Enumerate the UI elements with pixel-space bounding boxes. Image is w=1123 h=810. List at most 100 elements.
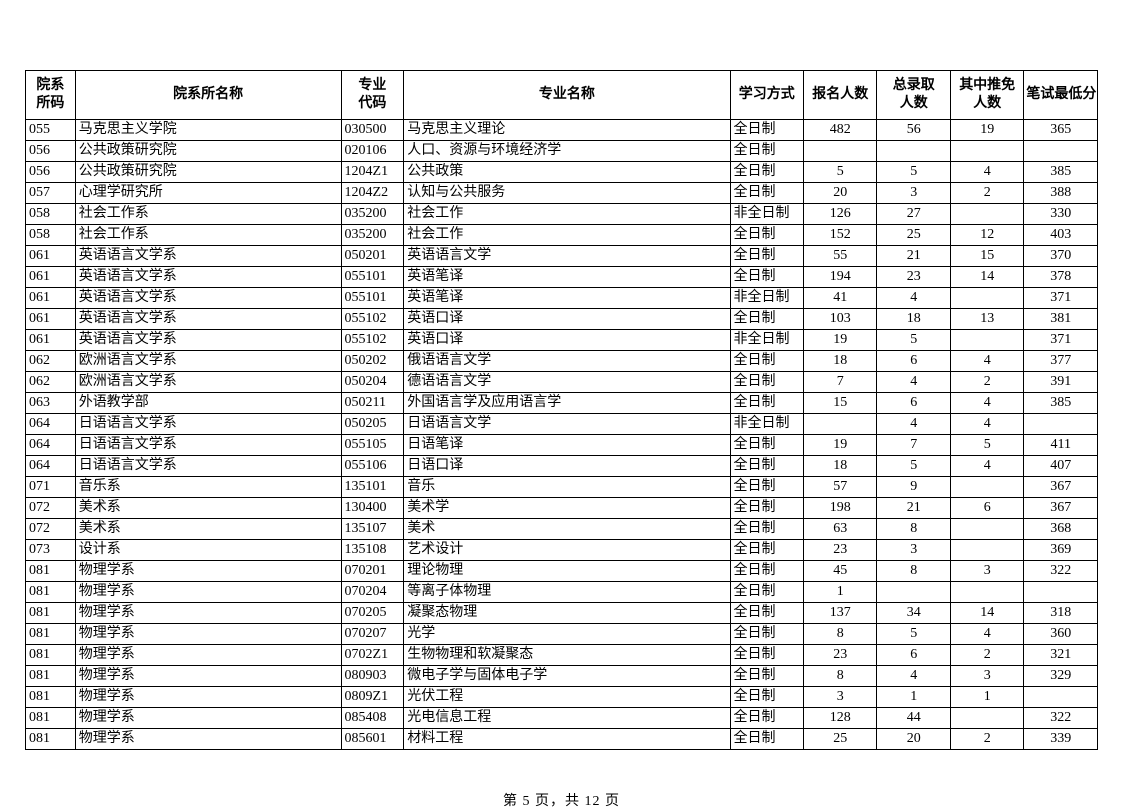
cell-29-3: 材料工程: [404, 729, 730, 750]
cell-12-6: 4: [877, 372, 950, 393]
cell-6-4: 全日制: [730, 246, 803, 267]
cell-24-2: 070207: [341, 624, 404, 645]
table-row: 072美术系135107美术全日制638368: [26, 519, 1098, 540]
cell-27-3: 光伏工程: [404, 687, 730, 708]
cell-3-6: 3: [877, 183, 950, 204]
cell-12-3: 德语语言文学: [404, 372, 730, 393]
cell-8-1: 英语语言文学系: [75, 288, 341, 309]
cell-8-7: [950, 288, 1023, 309]
cell-16-6: 5: [877, 456, 950, 477]
cell-25-3: 生物物理和软凝聚态: [404, 645, 730, 666]
cell-25-2: 0702Z1: [341, 645, 404, 666]
cell-11-5: 18: [804, 351, 877, 372]
table-row: 081物理学系070205凝聚态物理全日制1373414318: [26, 603, 1098, 624]
cell-6-8: 370: [1024, 246, 1098, 267]
cell-21-1: 物理学系: [75, 561, 341, 582]
cell-26-1: 物理学系: [75, 666, 341, 687]
cell-17-6: 9: [877, 477, 950, 498]
cell-16-1: 日语语言文学系: [75, 456, 341, 477]
cell-24-7: 4: [950, 624, 1023, 645]
cell-5-4: 全日制: [730, 225, 803, 246]
cell-5-7: 12: [950, 225, 1023, 246]
table-row: 061英语语言文学系055101英语笔译全日制1942314378: [26, 267, 1098, 288]
cell-19-2: 135107: [341, 519, 404, 540]
table-row: 061英语语言文学系055102英语口译全日制1031813381: [26, 309, 1098, 330]
cell-1-2: 020106: [341, 141, 404, 162]
cell-2-4: 全日制: [730, 162, 803, 183]
cell-2-7: 4: [950, 162, 1023, 183]
cell-2-3: 公共政策: [404, 162, 730, 183]
cell-4-4: 非全日制: [730, 204, 803, 225]
cell-11-4: 全日制: [730, 351, 803, 372]
cell-18-2: 130400: [341, 498, 404, 519]
cell-13-4: 全日制: [730, 393, 803, 414]
cell-1-4: 全日制: [730, 141, 803, 162]
cell-10-2: 055102: [341, 330, 404, 351]
cell-22-8: [1024, 582, 1098, 603]
cell-17-4: 全日制: [730, 477, 803, 498]
cell-6-1: 英语语言文学系: [75, 246, 341, 267]
cell-15-0: 064: [26, 435, 76, 456]
cell-8-5: 41: [804, 288, 877, 309]
cell-25-5: 23: [804, 645, 877, 666]
table-body: 055马克思主义学院030500马克思主义理论全日制4825619365056公…: [26, 120, 1098, 750]
cell-1-1: 公共政策研究院: [75, 141, 341, 162]
cell-7-2: 055101: [341, 267, 404, 288]
cell-1-3: 人口、资源与环境经济学: [404, 141, 730, 162]
cell-15-7: 5: [950, 435, 1023, 456]
cell-10-6: 5: [877, 330, 950, 351]
cell-15-3: 日语笔译: [404, 435, 730, 456]
cell-10-3: 英语口译: [404, 330, 730, 351]
cell-29-7: 2: [950, 729, 1023, 750]
cell-11-2: 050202: [341, 351, 404, 372]
cell-7-6: 23: [877, 267, 950, 288]
cell-12-2: 050204: [341, 372, 404, 393]
cell-20-5: 23: [804, 540, 877, 561]
cell-21-5: 45: [804, 561, 877, 582]
cell-1-0: 056: [26, 141, 76, 162]
page-footer: 第 5 页，共 12 页: [25, 790, 1098, 810]
cell-1-5: [804, 141, 877, 162]
cell-19-3: 美术: [404, 519, 730, 540]
cell-7-4: 全日制: [730, 267, 803, 288]
cell-21-8: 322: [1024, 561, 1098, 582]
cell-24-1: 物理学系: [75, 624, 341, 645]
cell-7-0: 061: [26, 267, 76, 288]
cell-28-0: 081: [26, 708, 76, 729]
cell-5-2: 035200: [341, 225, 404, 246]
cell-27-8: [1024, 687, 1098, 708]
col-header-1: 院系所名称: [75, 71, 341, 120]
cell-10-7: [950, 330, 1023, 351]
cell-29-5: 25: [804, 729, 877, 750]
table-row: 056公共政策研究院020106人口、资源与环境经济学全日制: [26, 141, 1098, 162]
cell-14-2: 050205: [341, 414, 404, 435]
table-row: 062欧洲语言文学系050204德语语言文学全日制742391: [26, 372, 1098, 393]
col-header-0: 院系所码: [26, 71, 76, 120]
cell-6-3: 英语语言文学: [404, 246, 730, 267]
cell-16-8: 407: [1024, 456, 1098, 477]
cell-19-5: 63: [804, 519, 877, 540]
cell-14-0: 064: [26, 414, 76, 435]
cell-22-3: 等离子体物理: [404, 582, 730, 603]
cell-5-3: 社会工作: [404, 225, 730, 246]
cell-28-1: 物理学系: [75, 708, 341, 729]
cell-1-6: [877, 141, 950, 162]
table-row: 063外语教学部050211外国语言学及应用语言学全日制1564385: [26, 393, 1098, 414]
col-header-8: 笔试最低分: [1024, 71, 1098, 120]
cell-28-5: 128: [804, 708, 877, 729]
cell-13-5: 15: [804, 393, 877, 414]
cell-27-0: 081: [26, 687, 76, 708]
cell-19-6: 8: [877, 519, 950, 540]
cell-20-4: 全日制: [730, 540, 803, 561]
cell-13-3: 外国语言学及应用语言学: [404, 393, 730, 414]
cell-2-5: 5: [804, 162, 877, 183]
cell-27-7: 1: [950, 687, 1023, 708]
header-row: 院系所码院系所名称专业代码专业名称学习方式报名人数总录取人数其中推免人数笔试最低…: [26, 71, 1098, 120]
table-row: 064日语语言文学系055105日语笔译全日制1975411: [26, 435, 1098, 456]
table-row: 056公共政策研究院1204Z1公共政策全日制554385: [26, 162, 1098, 183]
cell-9-2: 055102: [341, 309, 404, 330]
table-row: 061英语语言文学系055101英语笔译非全日制414371: [26, 288, 1098, 309]
cell-20-7: [950, 540, 1023, 561]
cell-19-4: 全日制: [730, 519, 803, 540]
table-row: 081物理学系070204等离子体物理全日制1: [26, 582, 1098, 603]
